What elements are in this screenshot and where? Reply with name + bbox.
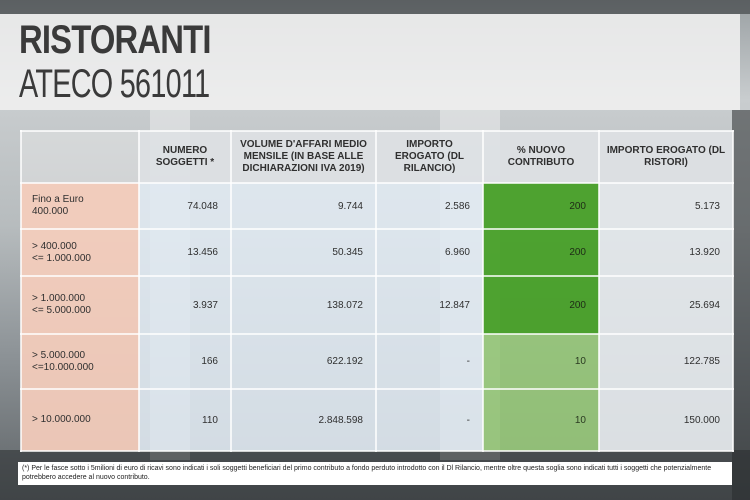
range-line1: Fino a Euro [32,194,84,205]
numero-cell: 110 [138,388,232,452]
footnote: (*) Per le fasce sotto i 5milioni di eur… [18,462,732,485]
table-row: > 1.000.000 <= 5.000.000 3.937 138.072 12… [20,275,734,335]
header-blank [20,130,140,184]
ristori-cell: 122.785 [598,333,734,390]
header-importo-rilancio: IMPORTO EROGATO (DL RILANCIO) [375,130,484,184]
rilancio-cell: 12.847 [375,275,484,335]
range-cell: Fino a Euro 400.000 [20,182,140,230]
range-cell: > 400.000 <= 1.000.000 [20,228,140,277]
range-line2: <=10.000.000 [32,361,94,373]
range-cell: > 1.000.000 <= 5.000.000 [20,275,140,335]
header-numero-soggetti: NUMERO SOGGETTI * [138,130,232,184]
header-importo-ristori: IMPORTO EROGATO (DL RISTORI) [598,130,734,184]
title-band [0,14,740,110]
volume-cell: 622.192 [230,333,377,390]
volume-cell: 50.345 [230,228,377,277]
range-cell: > 5.000.000 <=10.000.000 [20,333,140,390]
pct-cell: 200 [482,228,600,277]
pct-cell: 10 [482,388,600,452]
numero-cell: 3.937 [138,275,232,335]
table-row: > 5.000.000 <=10.000.000 166 622.192 - 10… [20,333,734,390]
pct-cell: 10 [482,333,600,390]
ristori-cell: 25.694 [598,275,734,335]
header-pct-nuovo-contributo: % NUOVO CONTRIBUTO [482,130,600,184]
pct-cell: 200 [482,182,600,230]
range-line1: > 400.000 [32,240,77,252]
page-title: RISTORANTI [19,18,211,62]
rilancio-cell: - [375,333,484,390]
range-line1: > 10.000.000 [32,414,91,425]
table-row: > 400.000 <= 1.000.000 13.456 50.345 6.96… [20,228,734,277]
range-line2: <= 5.000.000 [32,305,91,316]
rilancio-cell: 2.586 [375,182,484,230]
ristori-cell: 150.000 [598,388,734,452]
ristori-cell: 5.173 [598,182,734,230]
numero-cell: 13.456 [138,228,232,277]
numero-cell: 166 [138,333,232,390]
rilancio-cell: - [375,388,484,452]
page-subtitle: ATECO 561011 [19,62,210,106]
table-row: Fino a Euro 400.000 74.048 9.744 2.586 20… [20,182,734,230]
table-row: > 10.000.000 110 2.848.598 - 10 150.000 [20,388,734,452]
range-line1: > 1.000.000 [32,293,86,304]
volume-cell: 2.848.598 [230,388,377,452]
range-line1: > 5.000.000 [32,349,86,361]
pct-cell: 200 [482,275,600,335]
ristori-cell: 13.920 [598,228,734,277]
data-table: NUMERO SOGGETTI * VOLUME D'AFFARI MEDIO … [20,130,734,452]
numero-cell: 74.048 [138,182,232,230]
volume-cell: 9.744 [230,182,377,230]
range-line2: <= 1.000.000 [32,252,91,264]
rilancio-cell: 6.960 [375,228,484,277]
table-header-row: NUMERO SOGGETTI * VOLUME D'AFFARI MEDIO … [20,130,734,184]
range-cell: > 10.000.000 [20,388,140,452]
header-volume-affari: VOLUME D'AFFARI MEDIO MENSILE (IN BASE A… [230,130,377,184]
range-line2: 400.000 [32,206,69,217]
volume-cell: 138.072 [230,275,377,335]
